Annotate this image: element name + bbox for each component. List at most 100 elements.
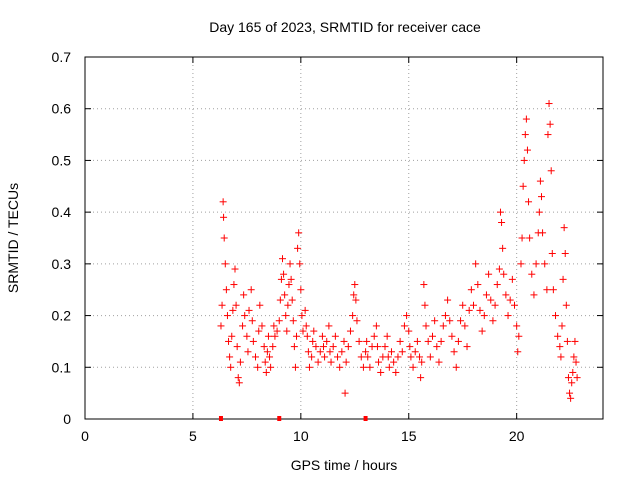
- data-point: [385, 363, 393, 371]
- y-tick-label: 0.2: [52, 308, 72, 324]
- data-point: [288, 296, 296, 304]
- data-point: [309, 337, 317, 345]
- data-point: [236, 358, 244, 366]
- data-point: [252, 353, 260, 361]
- data-point: [283, 327, 291, 335]
- data-point: [262, 368, 270, 376]
- data-point: [573, 374, 581, 382]
- y-tick-label: 0.7: [52, 49, 72, 65]
- data-point: [282, 312, 290, 320]
- data-point: [446, 317, 454, 325]
- data-point: [230, 281, 238, 289]
- data-point: [299, 327, 307, 335]
- data-point: [298, 312, 306, 320]
- data-point: [498, 218, 506, 226]
- data-point: [229, 306, 237, 314]
- data-point: [255, 327, 263, 335]
- x-tick-label: 5: [189, 428, 197, 444]
- data-point: [377, 368, 385, 376]
- x-axis-label: GPS time / hours: [291, 457, 398, 473]
- data-point: [217, 322, 225, 330]
- data-point: [381, 343, 389, 351]
- data-point: [444, 296, 452, 304]
- data-point: [276, 296, 284, 304]
- data-point: [341, 389, 349, 397]
- data-point: [338, 348, 346, 356]
- data-point: [454, 337, 462, 345]
- data-point: [228, 332, 236, 340]
- data-point: [231, 265, 239, 273]
- data-point: [568, 379, 576, 387]
- data-point: [459, 301, 467, 309]
- data-point: [271, 332, 279, 340]
- data-point: [485, 270, 493, 278]
- data-point: [566, 389, 574, 397]
- data-point: [530, 291, 538, 299]
- data-point: [520, 156, 528, 164]
- data-point: [297, 286, 305, 294]
- data-point: [482, 291, 490, 299]
- data-point: [290, 343, 298, 351]
- data-point: [359, 363, 367, 371]
- baseline-marker: [363, 416, 368, 421]
- data-point: [245, 306, 253, 314]
- data-point: [364, 353, 372, 361]
- data-point: [372, 322, 380, 330]
- data-point: [489, 317, 497, 325]
- data-point: [334, 353, 342, 361]
- data-point: [244, 348, 252, 356]
- data-point: [349, 312, 357, 320]
- data-point: [232, 301, 240, 309]
- data-point: [536, 177, 544, 185]
- data-point: [220, 234, 228, 242]
- data-point: [241, 312, 249, 320]
- data-point: [258, 322, 266, 330]
- data-point: [403, 312, 411, 320]
- y-tick-label: 0.5: [52, 152, 72, 168]
- data-point: [396, 337, 404, 345]
- data-point: [409, 363, 417, 371]
- data-point: [304, 348, 312, 356]
- data-point: [508, 275, 516, 283]
- data-point: [291, 363, 299, 371]
- data-point: [267, 363, 275, 371]
- baseline-markers: [218, 416, 368, 421]
- data-point: [254, 363, 262, 371]
- data-point: [329, 343, 337, 351]
- data-point: [344, 343, 352, 351]
- y-tick-label: 0: [63, 411, 71, 427]
- data-point: [284, 301, 292, 309]
- data-point: [394, 353, 402, 361]
- data-point: [249, 337, 257, 345]
- data-point: [400, 322, 408, 330]
- data-point: [552, 312, 560, 320]
- data-point: [563, 337, 571, 345]
- plot-frame: [84, 56, 604, 420]
- data-point: [569, 368, 577, 376]
- data-point: [222, 286, 230, 294]
- data-point: [266, 353, 274, 361]
- data-point: [316, 348, 324, 356]
- data-point: [439, 322, 447, 330]
- data-point: [296, 260, 304, 268]
- data-point: [522, 115, 530, 123]
- data-point: [525, 198, 533, 206]
- data-point: [340, 337, 348, 345]
- data-point: [467, 286, 475, 294]
- data-point: [285, 281, 293, 289]
- data-point: [560, 224, 568, 232]
- data-point: [295, 229, 303, 237]
- data-point: [375, 358, 383, 366]
- data-point: [303, 332, 311, 340]
- data-point: [521, 131, 529, 139]
- data-point: [407, 353, 415, 361]
- data-point: [547, 167, 555, 175]
- data-point: [571, 337, 579, 345]
- data-point: [293, 332, 301, 340]
- data-point: [312, 343, 320, 351]
- data-point: [514, 348, 522, 356]
- data-point: [233, 343, 241, 351]
- baseline-marker: [277, 416, 282, 421]
- data-point: [383, 332, 391, 340]
- data-point: [406, 343, 414, 351]
